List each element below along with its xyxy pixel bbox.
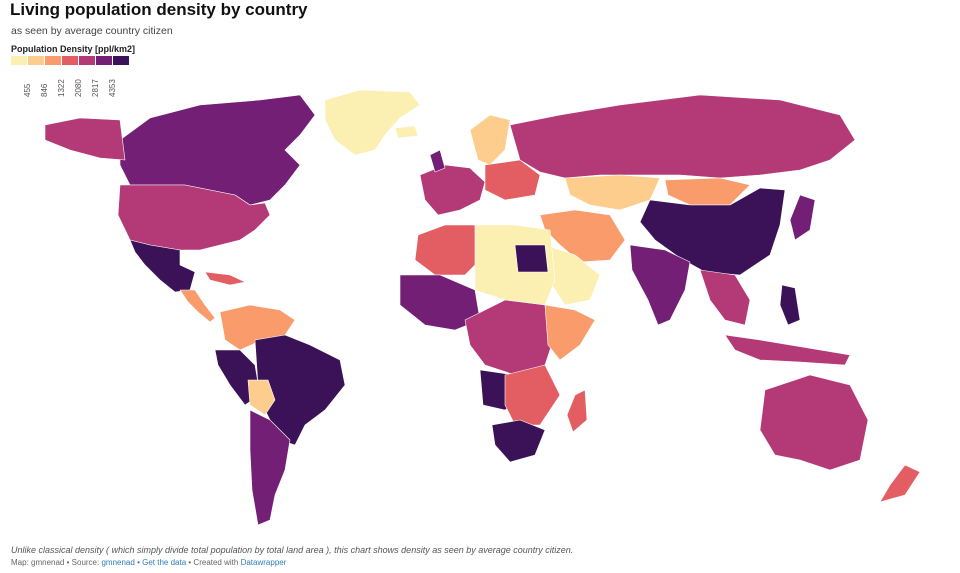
region-caribbean[interactable]: [204, 271, 246, 286]
chart-footer: Map: gmnenad • Source: gmnenad • Get the…: [11, 558, 286, 567]
footer-source-label: Source:: [71, 558, 100, 567]
footer-sep-1: •: [66, 558, 70, 567]
region-central-asia[interactable]: [564, 174, 661, 211]
country-greenland[interactable]: [324, 89, 421, 156]
footer-sep-2: •: [137, 558, 140, 567]
chart-subtitle: as seen by average country citizen: [11, 25, 173, 37]
legend-swatch-6: [96, 56, 112, 65]
region-argentina[interactable]: [249, 409, 291, 526]
legend-swatch-2: [28, 56, 44, 65]
legend-bar: [11, 56, 135, 65]
footer-map-by: Map: gmnenad: [11, 558, 65, 567]
footer-sep-3: •: [188, 558, 192, 567]
region-western-europe[interactable]: [419, 164, 486, 216]
country-china[interactable]: [639, 187, 786, 276]
region-southern-africa[interactable]: [504, 364, 561, 426]
country-madagascar[interactable]: [566, 389, 588, 433]
region-indonesia[interactable]: [724, 334, 851, 366]
legend-swatch-3: [45, 56, 61, 65]
region-southeast-asia[interactable]: [699, 269, 751, 326]
region-scandinavia[interactable]: [469, 114, 511, 166]
country-uk[interactable]: [429, 149, 446, 173]
country-egypt[interactable]: [514, 244, 549, 273]
legend-swatch-4: [62, 56, 78, 65]
region-maghreb[interactable]: [414, 224, 481, 276]
country-philippines[interactable]: [779, 284, 801, 326]
legend-title: Population Density [ppl/km2]: [11, 44, 136, 54]
country-australia[interactable]: [759, 374, 869, 471]
chart-note: Unlike classical density ( which simply …: [11, 545, 574, 555]
legend-swatch-5: [79, 56, 95, 65]
footer-datawrapper-link[interactable]: Datawrapper: [240, 558, 287, 567]
color-legend: Population Density [ppl/km2] 455 846 132…: [11, 44, 135, 99]
footer-get-data-link[interactable]: Get the data: [142, 558, 187, 567]
country-south-africa[interactable]: [491, 419, 546, 463]
footer-created-with: Created with: [193, 558, 239, 567]
region-central-america[interactable]: [179, 289, 216, 323]
legend-swatch-1: [11, 56, 27, 65]
country-russia[interactable]: [509, 94, 856, 179]
country-india[interactable]: [629, 244, 691, 326]
country-bolivia[interactable]: [247, 379, 276, 416]
legend-swatch-7: [113, 56, 129, 65]
country-japan[interactable]: [789, 194, 816, 241]
country-new-zealand[interactable]: [879, 464, 921, 503]
country-alaska[interactable]: [44, 117, 126, 161]
footer-source-link[interactable]: gmnenad: [101, 558, 135, 567]
world-map: [44, 89, 921, 526]
chart-title: Living population density by country: [10, 0, 308, 19]
region-east-africa[interactable]: [544, 304, 596, 361]
country-iceland[interactable]: [394, 125, 419, 139]
